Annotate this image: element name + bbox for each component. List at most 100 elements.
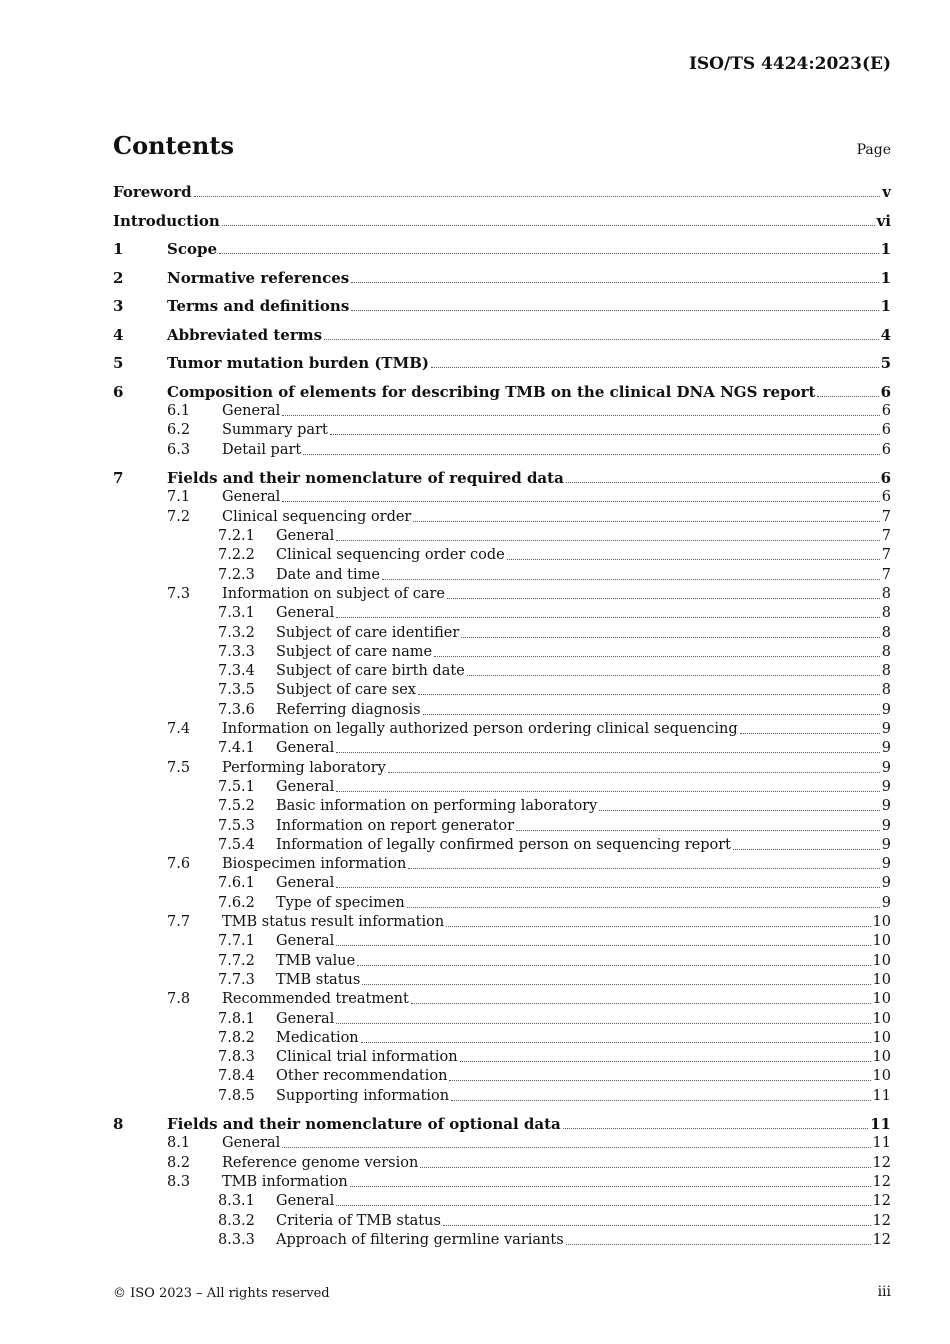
toc-entry-page: 8	[881, 605, 891, 622]
toc-entry-number: 7.3.6	[218, 701, 255, 718]
toc-entry-title: Information of legally confirmed person …	[276, 836, 731, 853]
toc-entry-title: Clinical trial information	[276, 1049, 458, 1066]
toc-entry-page: 5	[880, 354, 891, 373]
toc-entry[interactable]: 7.8 Recommended treatment 10	[113, 989, 891, 1008]
toc-entry-title: General	[222, 489, 281, 506]
toc-entry[interactable]: 8.1 General 11	[113, 1133, 891, 1152]
toc-entry[interactable]: 6.2 Summary part 6	[113, 420, 891, 439]
toc-entry[interactable]: 6 Composition of elements for describing …	[113, 372, 891, 401]
table-of-contents: Foreword v Introduction vi 1 Scope 1 2 Normative…	[113, 182, 891, 1249]
toc-entry[interactable]: 7.5 Performing laboratory 9	[113, 757, 891, 776]
toc-entry-number: 7.7	[167, 914, 191, 931]
toc-entry[interactable]: 8.3 TMB information 12	[113, 1172, 891, 1191]
toc-entry-title: General	[276, 1010, 335, 1027]
toc-entry-page: 6	[881, 489, 891, 506]
toc-entry[interactable]: 8 Fields and their nomenclature of option…	[113, 1105, 891, 1134]
toc-entry-page: 11	[872, 1135, 891, 1152]
toc-entry[interactable]: 8.2 Reference genome version 12	[113, 1152, 891, 1171]
toc-entry[interactable]: 7.5.1 General 9	[113, 777, 891, 796]
toc-entry-title: General	[276, 740, 335, 757]
toc-entry-title: Information on report generator	[276, 817, 515, 834]
toc-entry[interactable]: 7.2 Clinical sequencing order 7	[113, 506, 891, 525]
toc-entry-page: 12	[872, 1174, 891, 1191]
toc-entry[interactable]: 7.8.5 Supporting information 11	[113, 1085, 891, 1104]
toc-entry[interactable]: Introduction vi	[113, 201, 891, 230]
toc-entry[interactable]: 7.8.2 Medication 10	[113, 1028, 891, 1047]
dot-leader	[381, 578, 880, 580]
toc-entry[interactable]: 1 Scope 1	[113, 230, 891, 259]
toc-entry-title: TMB status	[276, 971, 361, 988]
toc-entry-page: 8	[881, 682, 891, 699]
dot-leader	[360, 1041, 871, 1043]
toc-entry[interactable]: 7.8.4 Other recommendation 10	[113, 1066, 891, 1085]
toc-entry[interactable]: 5 Tumor mutation burden (TMB) 5	[113, 344, 891, 373]
toc-entry-title: Performing laboratory	[222, 759, 386, 776]
toc-entry-title: Introduction	[113, 211, 220, 230]
toc-entry[interactable]: 7.8.3 Clinical trial information 10	[113, 1047, 891, 1066]
toc-entry-page: 7	[881, 547, 891, 564]
toc-entry[interactable]: 7.2.2 Clinical sequencing order code 7	[113, 545, 891, 564]
dot-leader	[410, 1003, 871, 1005]
toc-entry-page: 6	[881, 403, 891, 420]
toc-entry[interactable]: 7.6 Biospecimen information 9	[113, 854, 891, 873]
toc-entry[interactable]: 7.5.3 Information on report generator 9	[113, 815, 891, 834]
toc-entry[interactable]: 7.3.4 Subject of care birth date 8	[113, 661, 891, 680]
toc-entry-title: Medication	[276, 1029, 359, 1046]
toc-entry[interactable]: 7.3.5 Subject of care sex 8	[113, 680, 891, 699]
toc-entry[interactable]: 7.5.4 Information of legally confirmed pe…	[113, 835, 891, 854]
toc-entry[interactable]: 3 Terms and definitions 1	[113, 287, 891, 316]
toc-entry[interactable]: 7.7 TMB status result information 10	[113, 912, 891, 931]
toc-entry-page: 6	[881, 422, 891, 439]
toc-entry[interactable]: 8.3.2 Criteria of TMB status 12	[113, 1210, 891, 1229]
toc-entry-page: 10	[872, 952, 891, 969]
toc-entry-number: 7.1	[167, 489, 191, 506]
toc-entry-title: Terms and definitions	[167, 297, 350, 316]
toc-entry-page: 10	[872, 1068, 891, 1085]
toc-entry[interactable]: 7.3.6 Referring diagnosis 9	[113, 699, 891, 718]
toc-entry-title: TMB value	[276, 952, 356, 969]
toc-entry[interactable]: 6.3 Detail part 6	[113, 439, 891, 458]
dot-leader	[446, 926, 871, 928]
toc-entry[interactable]: 7.2.1 General 7	[113, 526, 891, 545]
toc-entry[interactable]: 7.7.3 TMB status 10	[113, 970, 891, 989]
toc-entry[interactable]: 7.3.2 Subject of care identifier 8	[113, 622, 891, 641]
copyright-footer: © ISO 2023 – All rights reserved	[113, 1286, 330, 1301]
toc-entry-page: 8	[881, 643, 891, 660]
toc-entry[interactable]: 7.2.3 Date and time 7	[113, 564, 891, 583]
toc-entry-number: 6.2	[167, 422, 191, 439]
toc-entry[interactable]: Foreword v	[113, 182, 891, 201]
toc-entry-number: 7.5.1	[218, 778, 255, 795]
toc-entry-number: 8.1	[167, 1135, 191, 1152]
toc-entry[interactable]: 2 Normative references 1	[113, 258, 891, 287]
dot-leader	[817, 395, 879, 397]
toc-entry[interactable]: 8.3.1 General 12	[113, 1191, 891, 1210]
toc-entry-page: 1	[880, 297, 891, 316]
toc-entry[interactable]: 7.6.2 Type of specimen 9	[113, 892, 891, 911]
toc-entry[interactable]: 8.3.3 Approach of filtering germline vari…	[113, 1230, 891, 1249]
toc-entry-title: Detail part	[222, 441, 302, 458]
toc-entry[interactable]: 7.7.1 General 10	[113, 931, 891, 950]
toc-entry[interactable]: 7.3 Information on subject of care 8	[113, 584, 891, 603]
toc-entry[interactable]: 7.8.1 General 10	[113, 1008, 891, 1027]
dot-leader	[282, 501, 880, 503]
toc-entry-number: 7.4	[167, 721, 191, 738]
toc-entry[interactable]: 7.1 General 6	[113, 487, 891, 506]
toc-entry[interactable]: 7.3.1 General 8	[113, 603, 891, 622]
toc-entry-number: 7	[113, 469, 124, 488]
toc-entry-number: 1	[113, 240, 124, 259]
toc-entry-page: 12	[872, 1154, 891, 1171]
toc-entry[interactable]: 7.6.1 General 9	[113, 873, 891, 892]
toc-entry-page: vi	[876, 211, 891, 230]
toc-entry[interactable]: 7.4.1 General 9	[113, 738, 891, 757]
toc-entry[interactable]: 7.5.2 Basic information on performing lab…	[113, 796, 891, 815]
toc-entry[interactable]: 7 Fields and their nomenclature of requir…	[113, 459, 891, 488]
toc-entry[interactable]: 7.3.3 Subject of care name 8	[113, 642, 891, 661]
toc-entry[interactable]: 6.1 General 6	[113, 401, 891, 420]
toc-entry[interactable]: 7.4 Information on legally authorized per…	[113, 719, 891, 738]
toc-entry-title: Type of specimen	[276, 894, 405, 911]
toc-entry[interactable]: 4 Abbreviated terms 4	[113, 315, 891, 344]
toc-entry[interactable]: 7.7.2 TMB value 10	[113, 950, 891, 969]
toc-entry-title: Biospecimen information	[222, 856, 407, 873]
dot-leader	[562, 1128, 869, 1130]
toc-entry-title: Clinical sequencing order	[222, 508, 412, 525]
